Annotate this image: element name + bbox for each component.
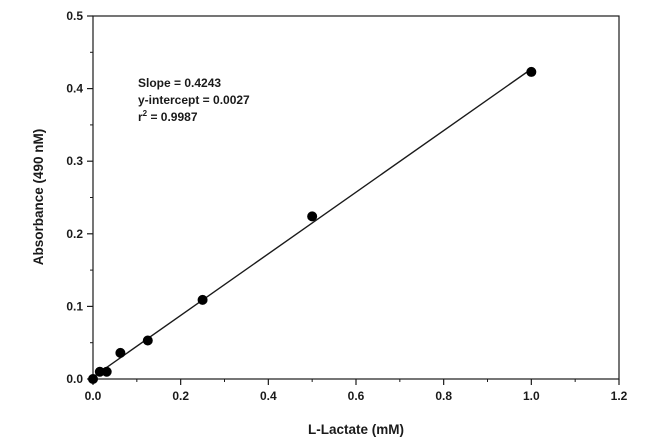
data-point [142,335,153,346]
y-axis-title: Absorbance (490 nM) [31,129,46,266]
r-squared-prefix: r [138,110,143,124]
x-tick-label: 0.8 [435,389,452,403]
y-tick-label: 0.0 [66,372,83,386]
data-point [101,366,112,377]
x-tick-label: 0.0 [85,389,102,403]
slope-label: Slope = 0.4243 [138,76,221,90]
intercept-label: y-intercept = 0.0027 [138,93,250,107]
x-tick-label: 0.4 [260,389,277,403]
x-tick-label: 1.0 [523,389,540,403]
fit-line-group [92,68,532,378]
x-axis-title: L-Lactate (mM) [308,422,404,437]
data-point [94,366,105,377]
x-axis-ticks: 0.0 0.2 0.4 0.6 0.8 1.0 1.2 [85,379,628,403]
r-squared-value: = 0.9987 [147,110,198,124]
y-tick-label: 0.3 [66,154,83,168]
fit-line [92,68,532,378]
data-point [115,347,126,358]
y-axis-ticks: 0.0 0.1 0.2 0.3 0.4 0.5 [66,9,93,386]
y-tick-label: 0.1 [66,299,83,313]
data-point [307,211,318,222]
y-tick-label: 0.5 [66,9,83,23]
data-point [88,374,98,384]
x-tick-label: 0.2 [172,389,189,403]
data-point [197,294,208,305]
data-point [526,66,537,77]
r-squared-superscript: 2 [143,109,148,118]
plot-frame [92,15,620,380]
y-tick-label: 0.2 [66,227,83,241]
x-tick-label: 0.6 [348,389,365,403]
fit-annotation: Slope = 0.4243 y-intercept = 0.0027 r2 =… [138,76,250,124]
x-tick-label: 1.2 [611,389,628,403]
data-points [88,66,537,384]
y-tick-label: 0.4 [66,82,83,96]
r-squared-label: r2 = 0.9987 [138,109,198,124]
